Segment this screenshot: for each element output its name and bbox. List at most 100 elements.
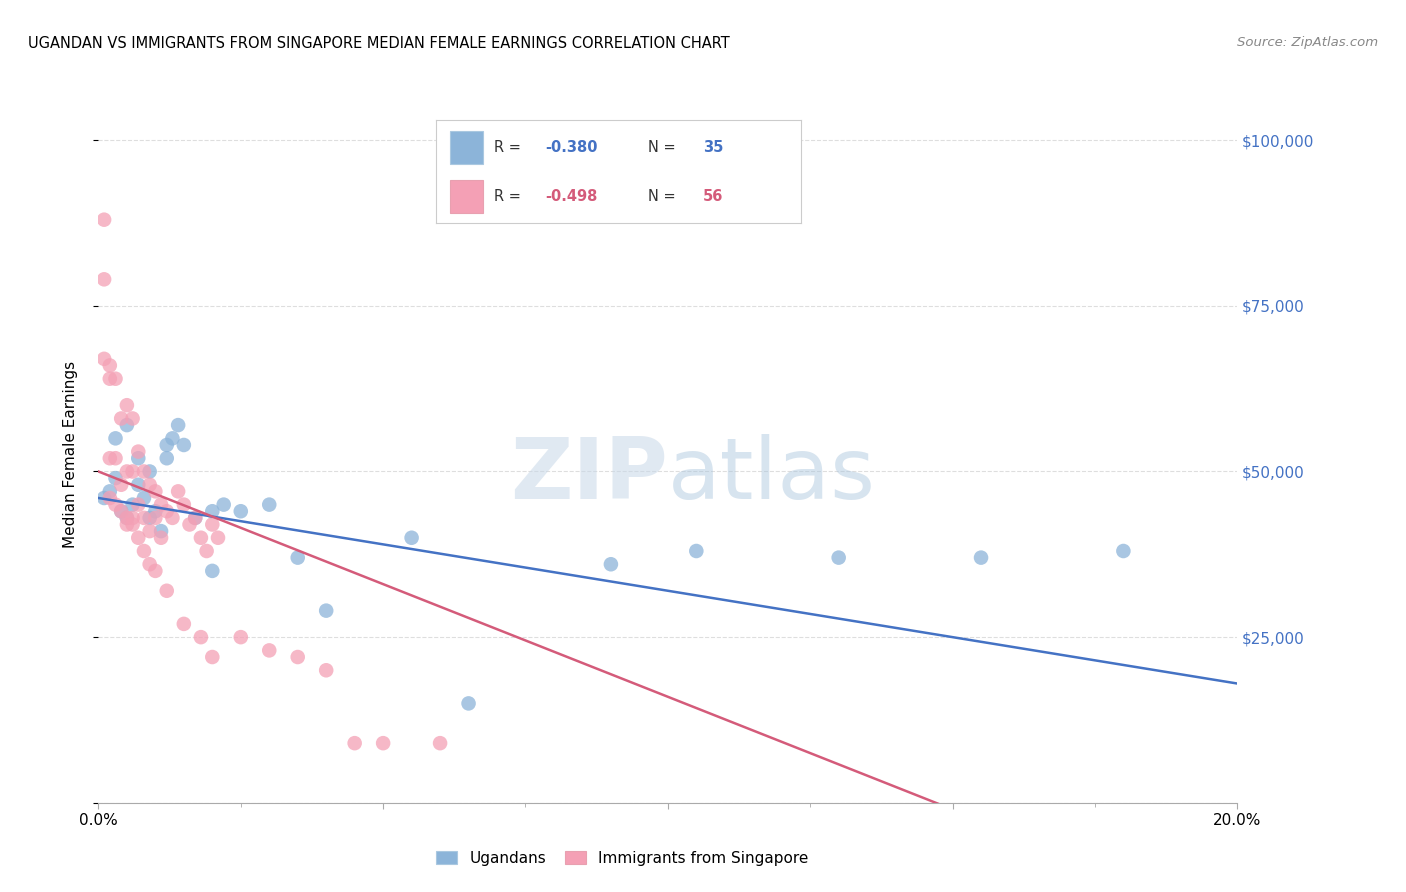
Point [173, 438, 195, 452]
Point [145, 504, 167, 518]
Point [121, 511, 143, 525]
Bar [450, 180, 484, 212]
Point [401, 531, 423, 545]
Point [138, 465, 160, 479]
Point [132, 465, 155, 479]
Text: R =: R = [495, 139, 526, 154]
Point [201, 517, 224, 532]
Point [201, 650, 224, 665]
Point [195, 544, 218, 558]
Point [127, 444, 149, 458]
Point [115, 398, 138, 412]
Point [110, 504, 132, 518]
Point [115, 465, 138, 479]
Point [685, 544, 707, 558]
Point [207, 531, 229, 545]
Point [110, 411, 132, 425]
Text: N =: N = [648, 139, 681, 154]
Point [828, 550, 851, 565]
Point [121, 517, 143, 532]
Point [600, 558, 623, 572]
Point [104, 471, 127, 485]
Point [212, 498, 235, 512]
Point [229, 630, 252, 644]
Point [343, 736, 366, 750]
Point [173, 498, 195, 512]
Point [150, 498, 173, 512]
Text: 56: 56 [703, 189, 723, 204]
Text: ZIP: ZIP [510, 434, 668, 517]
Point [98, 484, 121, 499]
Text: N =: N = [648, 189, 681, 204]
Point [121, 498, 143, 512]
Point [93, 491, 115, 505]
Point [98, 359, 121, 373]
Point [156, 438, 179, 452]
Point [156, 451, 179, 466]
Point [115, 511, 138, 525]
Point [132, 511, 155, 525]
Point [98, 491, 121, 505]
Point [138, 477, 160, 491]
Point [98, 451, 121, 466]
Point [315, 604, 337, 618]
Point [115, 418, 138, 433]
Point [121, 465, 143, 479]
Point [229, 504, 252, 518]
Point [184, 511, 207, 525]
Point [98, 372, 121, 386]
Point [173, 616, 195, 631]
Point [93, 212, 115, 227]
Point [201, 564, 224, 578]
Point [156, 583, 179, 598]
Text: -0.498: -0.498 [546, 189, 598, 204]
Point [127, 451, 149, 466]
Text: Source: ZipAtlas.com: Source: ZipAtlas.com [1237, 36, 1378, 49]
Point [167, 484, 190, 499]
Text: UGANDAN VS IMMIGRANTS FROM SINGAPORE MEDIAN FEMALE EARNINGS CORRELATION CHART: UGANDAN VS IMMIGRANTS FROM SINGAPORE MED… [28, 36, 730, 51]
Point [145, 511, 167, 525]
Text: atlas: atlas [668, 434, 876, 517]
Point [110, 477, 132, 491]
Point [190, 531, 212, 545]
Point [138, 511, 160, 525]
Point [287, 550, 309, 565]
Point [190, 630, 212, 644]
Point [104, 372, 127, 386]
Point [259, 498, 281, 512]
Point [184, 511, 207, 525]
Point [259, 643, 281, 657]
Point [156, 504, 179, 518]
Point [104, 431, 127, 445]
Text: -0.380: -0.380 [546, 139, 598, 154]
Point [104, 451, 127, 466]
Point [287, 650, 309, 665]
Y-axis label: Median Female Earnings: Median Female Earnings [63, 361, 77, 549]
Point [429, 736, 451, 750]
Point [162, 511, 184, 525]
Point [132, 544, 155, 558]
Point [179, 517, 201, 532]
Point [970, 550, 993, 565]
Point [373, 736, 395, 750]
Point [150, 524, 173, 538]
Text: 35: 35 [703, 139, 723, 154]
Point [138, 558, 160, 572]
Point [127, 498, 149, 512]
Point [127, 477, 149, 491]
Point [145, 484, 167, 499]
Point [93, 272, 115, 286]
Point [145, 564, 167, 578]
Legend: Ugandans, Immigrants from Singapore: Ugandans, Immigrants from Singapore [430, 845, 814, 871]
Point [115, 511, 138, 525]
Point [201, 504, 224, 518]
Point [121, 411, 143, 425]
Point [167, 418, 190, 433]
Point [115, 517, 138, 532]
Bar [450, 130, 484, 163]
Point [110, 504, 132, 518]
Point [1112, 544, 1135, 558]
Point [132, 491, 155, 505]
Point [104, 498, 127, 512]
Point [93, 351, 115, 366]
